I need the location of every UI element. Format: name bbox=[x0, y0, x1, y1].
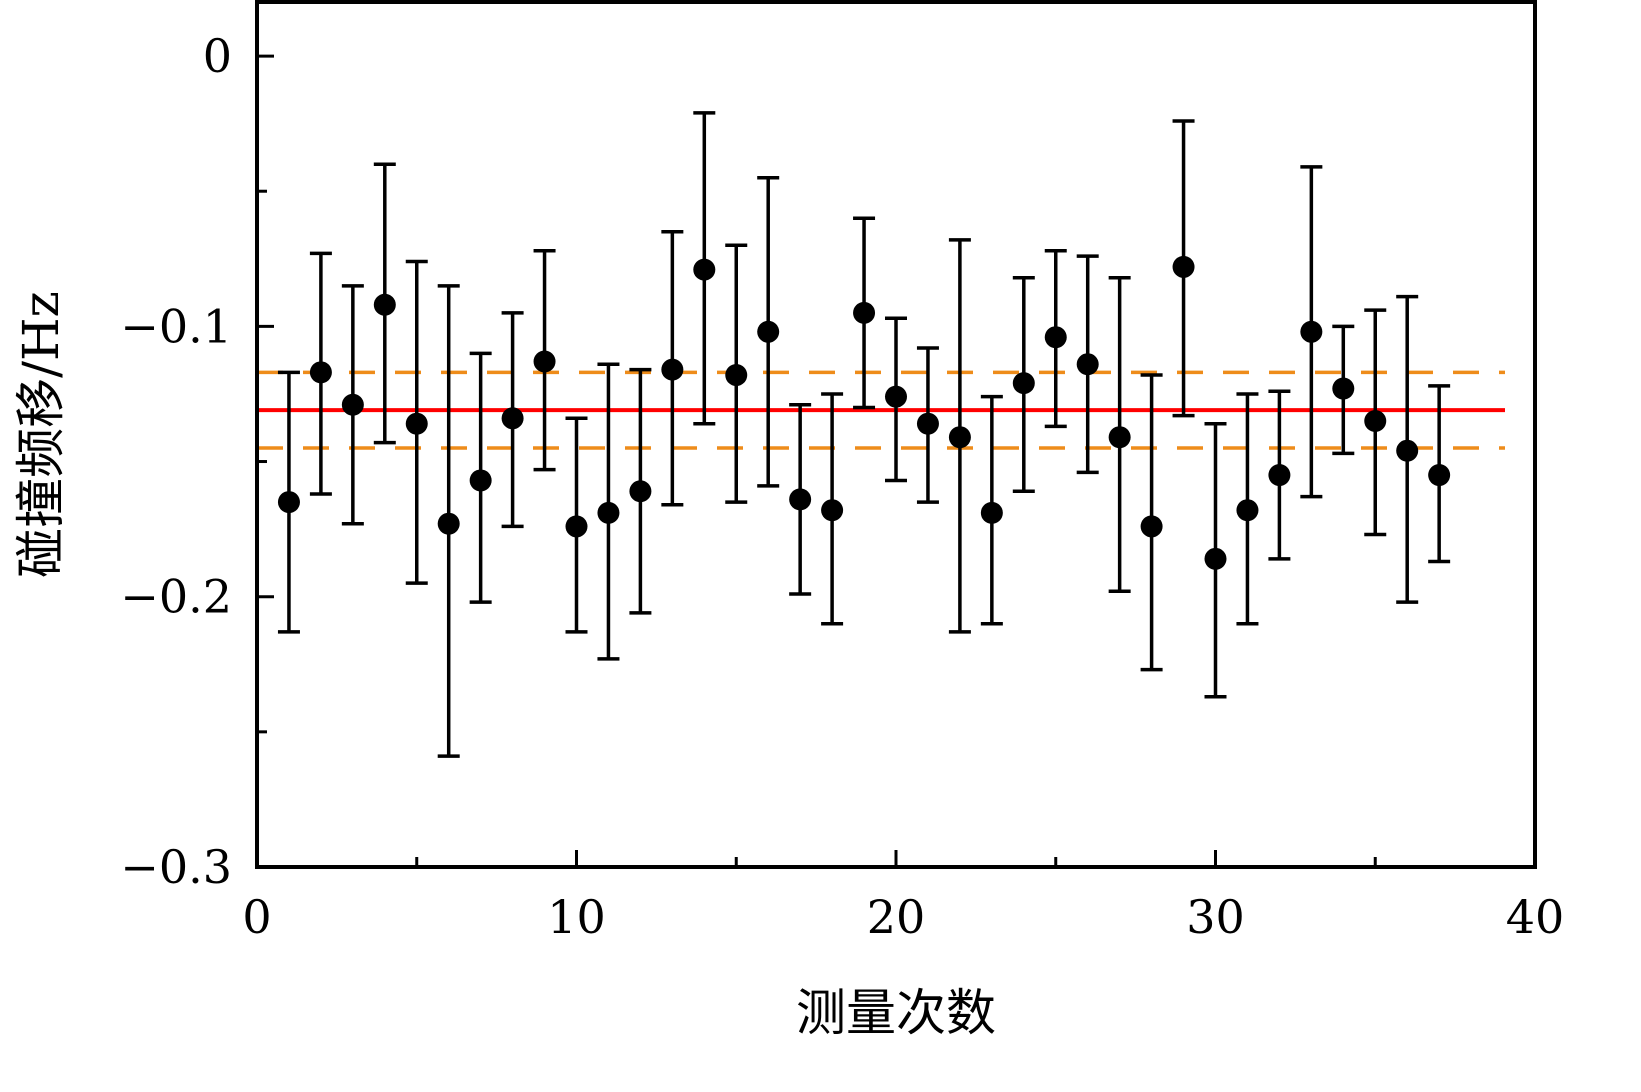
x-tick-label: 10 bbox=[547, 890, 606, 944]
data-point bbox=[341, 393, 364, 416]
data-point bbox=[565, 515, 588, 538]
data-point bbox=[1428, 464, 1451, 487]
data-point bbox=[916, 412, 939, 435]
data-point bbox=[597, 501, 620, 524]
reference-lines bbox=[257, 370, 1505, 450]
data-point bbox=[1300, 320, 1323, 343]
y-axis-label: 碰撞频移/Hz bbox=[12, 291, 70, 578]
x-tick-label: 30 bbox=[1186, 890, 1245, 944]
data-point bbox=[373, 293, 396, 316]
x-tick-label: 20 bbox=[867, 890, 926, 944]
data-point bbox=[1076, 353, 1099, 376]
y-tick-label: −0.3 bbox=[120, 840, 232, 894]
data-point bbox=[693, 258, 716, 281]
data-point bbox=[405, 412, 428, 435]
data-point bbox=[1140, 515, 1163, 538]
data-point bbox=[1204, 547, 1227, 570]
x-tick-label: 40 bbox=[1506, 890, 1565, 944]
data-point bbox=[661, 358, 684, 381]
data-point bbox=[1268, 464, 1291, 487]
data-point bbox=[1396, 439, 1419, 462]
data-point bbox=[501, 407, 524, 430]
data-point bbox=[437, 512, 460, 535]
data-point bbox=[821, 499, 844, 522]
tick-labels: 0 10 20 30 40 0 −0.1 −0.2 −0.3 bbox=[120, 29, 1564, 944]
data-point bbox=[725, 364, 748, 387]
data-point bbox=[1012, 372, 1035, 395]
data-point bbox=[757, 320, 780, 343]
data-point bbox=[885, 385, 907, 408]
data-point bbox=[309, 361, 332, 384]
data-point bbox=[533, 350, 556, 373]
plot-frame bbox=[255, 0, 1537, 869]
data-point bbox=[789, 488, 812, 511]
y-tick-label: −0.1 bbox=[120, 299, 232, 353]
data-point bbox=[853, 301, 876, 324]
x-tick-label: 0 bbox=[242, 890, 271, 944]
data-point bbox=[469, 469, 492, 492]
data-point bbox=[1236, 499, 1259, 522]
data-point bbox=[1332, 377, 1355, 400]
data-point bbox=[1364, 409, 1387, 432]
data-point bbox=[1108, 426, 1131, 449]
data-point bbox=[1044, 326, 1067, 349]
y-tick-label: −0.2 bbox=[120, 570, 232, 624]
x-axis-label: 测量次数 bbox=[796, 984, 996, 1042]
data-point bbox=[1172, 255, 1195, 278]
error-bars bbox=[277, 111, 1451, 758]
data-point bbox=[277, 491, 300, 514]
data-points bbox=[277, 255, 1451, 570]
y-tick-label: 0 bbox=[203, 29, 232, 83]
data-point bbox=[980, 501, 1003, 524]
data-point bbox=[948, 426, 971, 449]
data-point bbox=[629, 480, 652, 503]
